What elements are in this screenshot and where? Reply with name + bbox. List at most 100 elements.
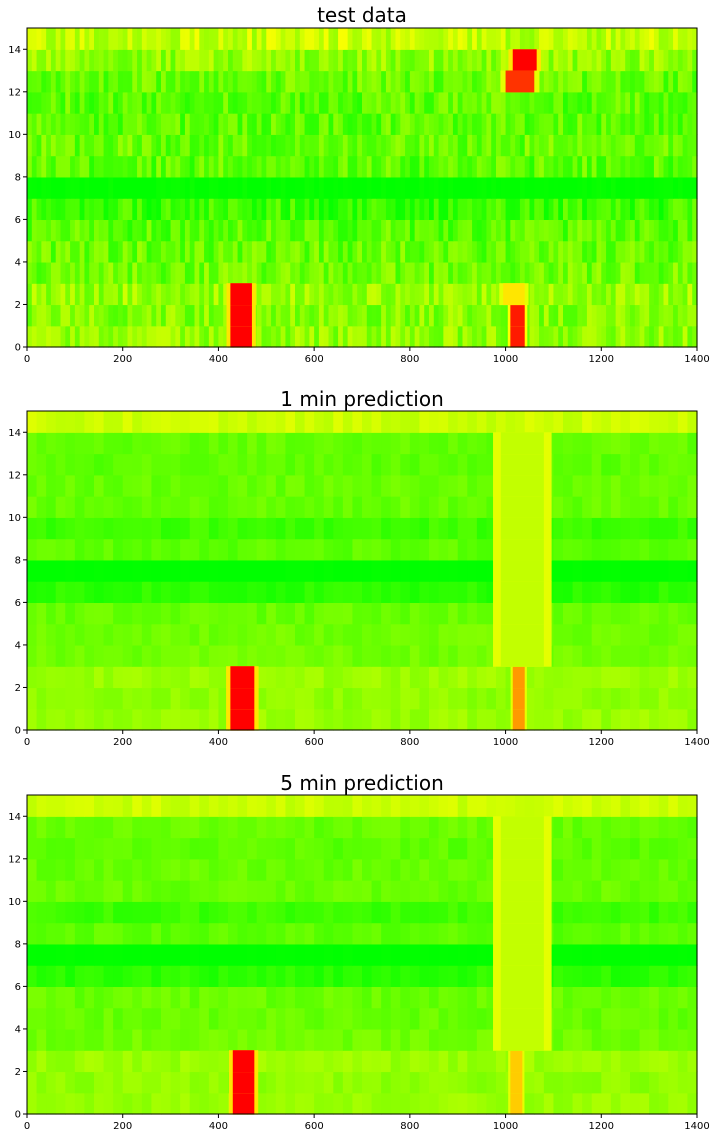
heatmap-cell: [448, 155, 454, 178]
heatmap-cell: [438, 49, 444, 72]
heatmap-cell: [496, 1071, 507, 1094]
heatmap-cell: [237, 581, 248, 603]
heatmap-cell: [639, 474, 650, 497]
heatmap-cell: [141, 1092, 153, 1115]
heatmap-cell: [649, 880, 660, 902]
heatmap-cell: [199, 411, 210, 433]
heatmap-cell: [94, 687, 105, 710]
heatmap-cell: [132, 283, 138, 306]
heatmap-cell: [65, 261, 71, 284]
heatmap-cell: [151, 581, 162, 603]
heatmap-cell: [371, 965, 382, 987]
heatmap-cell: [318, 134, 325, 157]
heatmap-cell: [352, 70, 358, 93]
heatmap-cell: [606, 70, 612, 93]
heatmap-cell: [103, 283, 109, 306]
heatmap-cell: [395, 113, 401, 135]
heatmap-cell: [117, 134, 124, 157]
heatmap-cell: [65, 816, 76, 839]
heatmap-cell: [295, 474, 306, 497]
heatmap-cell: [639, 1028, 650, 1051]
heatmap-cell: [184, 219, 191, 242]
heatmap-cell: [132, 1007, 143, 1030]
heatmap-cell: [687, 432, 698, 455]
heatmap-cell: [385, 240, 392, 263]
heatmap-cell: [668, 538, 679, 561]
heatmap-cell: [491, 28, 497, 50]
heatmap-cell: [586, 91, 593, 114]
heatmap-cell: [390, 602, 401, 625]
heatmap-cell: [357, 134, 363, 157]
heatmap-cell: [94, 965, 105, 987]
heatmap-cell: [630, 1050, 641, 1073]
heatmap-cell: [36, 922, 47, 945]
heatmap-cell: [204, 49, 210, 72]
heatmap-cell: [385, 325, 392, 348]
heatmap-cell: [208, 453, 220, 476]
heatmap-cell: [151, 708, 162, 731]
heatmap-cell: [409, 986, 421, 1009]
heatmap-cell: [409, 602, 421, 625]
heatmap-cell: [137, 70, 143, 93]
heatmap-cell: [189, 986, 200, 1009]
heatmap-cell: [113, 901, 124, 924]
heatmap-cell: [395, 304, 401, 327]
heatmap-cell: [342, 198, 349, 220]
heatmap-cell: [658, 432, 669, 455]
heatmap-cell: [127, 304, 133, 327]
heatmap-cell: [505, 219, 511, 242]
heatmap-cell: [429, 70, 435, 93]
heatmap-cell: [553, 411, 564, 433]
heatmap-cell: [409, 816, 421, 839]
heatmap-cell: [237, 901, 248, 924]
x-tick-label: 0: [24, 354, 30, 365]
heatmap-cell: [323, 858, 334, 881]
heatmap-cell: [677, 453, 689, 476]
heatmap-cell: [132, 687, 143, 710]
heatmap-cell: [409, 453, 421, 476]
heatmap-cell: [601, 901, 612, 924]
heatmap-cell: [601, 113, 607, 135]
heatmap-cell: [419, 198, 425, 220]
heatmap-cell: [649, 708, 660, 731]
heatmap-cell: [620, 708, 631, 731]
heatmap-cell: [31, 113, 38, 135]
congestion-cell: [500, 602, 544, 625]
heatmap-cell: [563, 91, 569, 114]
heatmap-cell: [208, 922, 220, 945]
heatmap-cell: [438, 453, 449, 476]
heatmap-cell: [103, 1071, 114, 1094]
heatmap-cell: [476, 49, 483, 72]
heatmap-cell: [582, 155, 588, 178]
heatmap-cell: [591, 901, 602, 924]
heatmap-cell: [668, 1071, 679, 1094]
heatmap-cell: [409, 304, 416, 327]
heatmap-cell: [553, 134, 559, 157]
heatmap-cell: [553, 538, 564, 561]
heatmap-cell: [553, 687, 564, 710]
heatmap-cell: [46, 1092, 57, 1115]
heatmap-cell: [615, 240, 622, 263]
heatmap-cell: [438, 240, 444, 263]
heatmap-cell: [323, 219, 330, 242]
heatmap-cell: [658, 1071, 669, 1094]
heatmap-cell: [582, 666, 593, 689]
heatmap-cell: [658, 538, 669, 561]
heatmap-cell: [596, 219, 602, 242]
heatmap-cell: [687, 965, 698, 987]
heatmap-cell: [371, 687, 382, 710]
heatmap-cell: [74, 91, 81, 114]
heatmap-cell: [438, 581, 449, 603]
heatmap-cell: [467, 304, 473, 327]
heatmap-cell: [151, 816, 162, 839]
heatmap-cell: [223, 304, 229, 327]
heatmap-cell: [352, 176, 358, 199]
y-tick-label: 8: [15, 172, 21, 183]
heatmap-cell: [390, 70, 397, 93]
heatmap-cell: [208, 113, 215, 135]
heatmap-cell: [218, 304, 224, 327]
heatmap-cell: [237, 965, 248, 987]
heatmap-cell: [180, 986, 191, 1009]
heatmap-cell: [232, 219, 239, 242]
heatmap-cell: [127, 198, 133, 220]
